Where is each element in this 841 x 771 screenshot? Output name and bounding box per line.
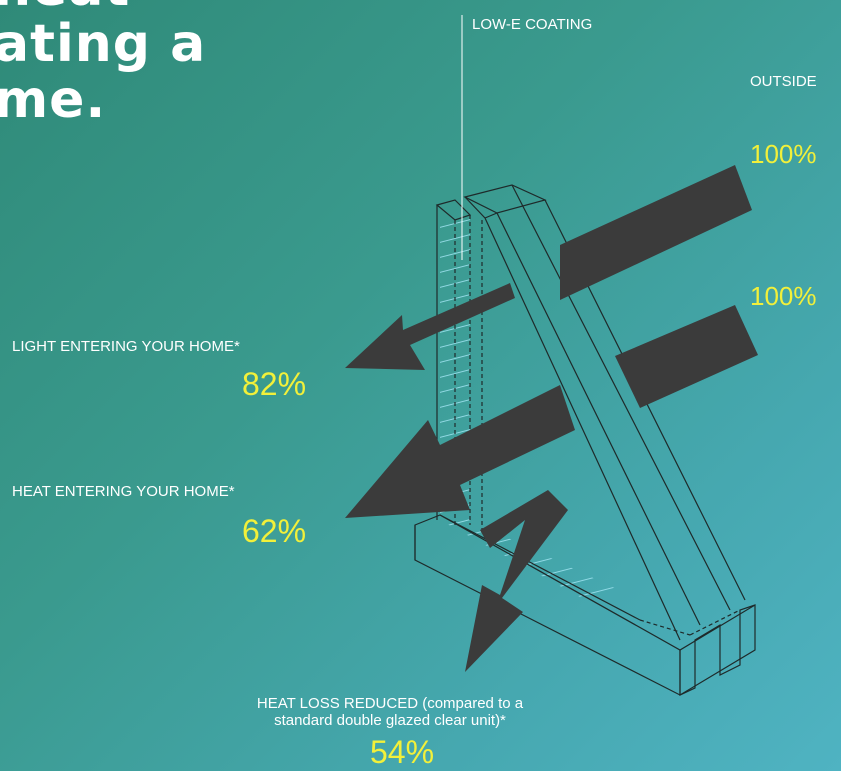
heat-loss-value: 54% xyxy=(370,734,435,770)
incoming-light-arrow xyxy=(560,165,752,300)
heat-loss-label-line-2: standard double glazed clear unit)* xyxy=(274,712,506,729)
light-entering-label: LIGHT ENTERING YOUR HOME* xyxy=(12,338,240,355)
light-entering-value: 82% xyxy=(242,366,307,402)
light-entering-arrow xyxy=(345,283,515,370)
headline: heat ating a me. xyxy=(0,0,206,128)
incoming-heat-arrow xyxy=(615,305,758,408)
heat-entering-value: 62% xyxy=(242,513,307,549)
outside-label: OUTSIDE xyxy=(750,73,817,90)
frame-base xyxy=(414,514,756,696)
headline-line-2: ating a xyxy=(0,14,207,74)
low-e-coating-label: LOW-E COATING xyxy=(472,16,593,33)
incoming-heat-value: 100% xyxy=(750,281,817,311)
headline-line-3: me. xyxy=(0,70,107,130)
heat-loss-arrow xyxy=(465,490,568,672)
heat-loss-label-line-1: HEAT LOSS REDUCED (compared to a xyxy=(256,695,524,712)
heat-entering-label: HEAT ENTERING YOUR HOME* xyxy=(12,483,235,500)
incoming-light-value: 100% xyxy=(750,139,817,169)
arrows xyxy=(345,165,758,672)
headline-line-1: heat xyxy=(0,0,206,16)
heat-loss-label: HEAT LOSS REDUCED (compared to a standar… xyxy=(230,695,550,729)
heat-entering-arrow xyxy=(345,385,575,518)
